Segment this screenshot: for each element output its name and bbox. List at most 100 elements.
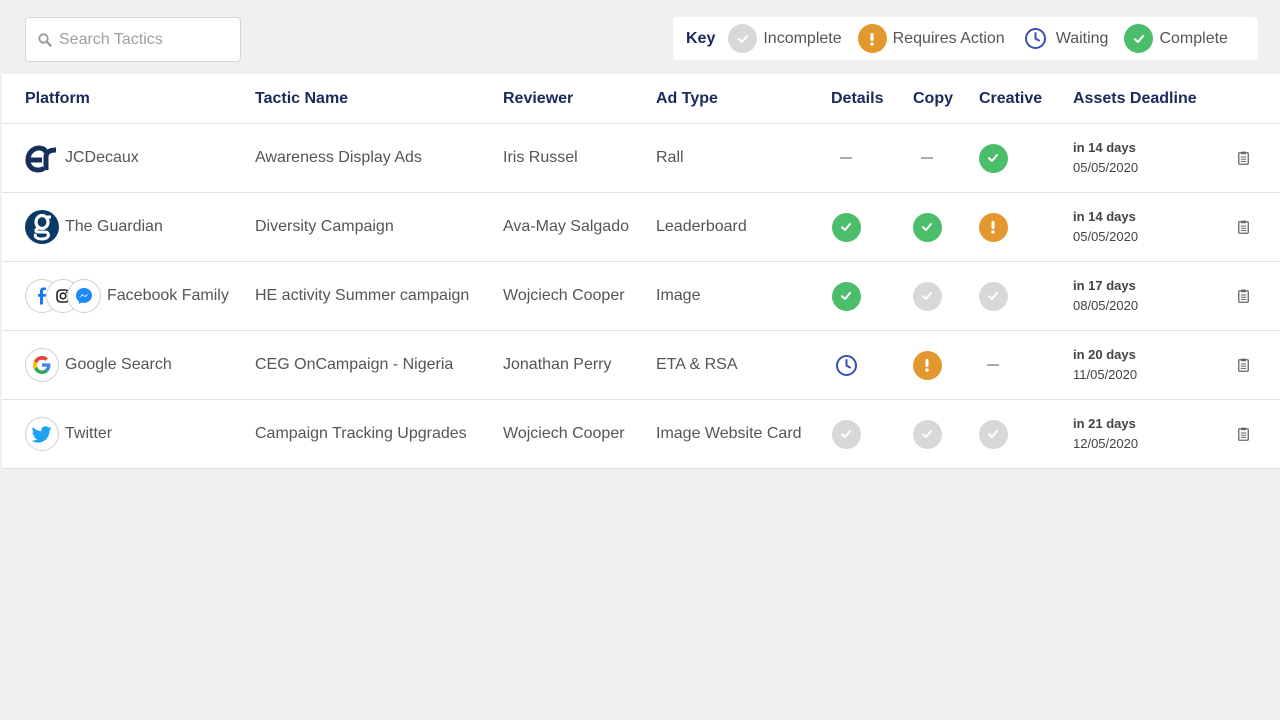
incomplete-status-icon[interactable] xyxy=(978,419,1008,449)
clipboard-icon[interactable] xyxy=(1237,289,1249,303)
deadline-relative: in 14 days xyxy=(1073,209,1136,224)
copy-status[interactable] xyxy=(912,193,942,261)
platform-cell: Twitter xyxy=(25,400,112,468)
incomplete-status-icon[interactable] xyxy=(978,281,1008,311)
copy-status[interactable] xyxy=(912,262,942,330)
clipboard-button[interactable] xyxy=(1235,400,1251,468)
complete-status-icon[interactable] xyxy=(831,281,861,311)
header-assets-deadline[interactable]: Assets Deadline xyxy=(1073,90,1197,107)
platform-cell: JCDecaux xyxy=(25,124,139,192)
table-row[interactable]: JCDecaux Awareness Display Ads Iris Russ… xyxy=(2,124,1280,193)
header-details[interactable]: Details xyxy=(831,90,884,107)
ad-type: Leaderboard xyxy=(656,218,747,235)
waiting-clock-icon xyxy=(1021,24,1050,53)
reviewer-name: Wojciech Cooper xyxy=(503,287,625,304)
copy-status[interactable] xyxy=(912,400,942,468)
ad-type: Rall xyxy=(656,149,684,166)
complete-status-icon[interactable] xyxy=(912,212,942,242)
requires-action-status-icon xyxy=(857,24,887,53)
table-row[interactable]: The Guardian Diversity Campaign Ava-May … xyxy=(2,193,1280,262)
reviewer-name: Wojciech Cooper xyxy=(503,425,625,442)
search-icon xyxy=(38,32,52,47)
table-row[interactable]: Facebook Family HE activity Summer campa… xyxy=(2,262,1280,331)
tactic-name[interactable]: Awareness Display Ads xyxy=(255,149,422,166)
details-status[interactable] xyxy=(831,262,861,330)
deadline-relative: in 17 days xyxy=(1073,278,1136,293)
details-status xyxy=(831,124,861,192)
incomplete-status-icon[interactable] xyxy=(912,281,942,311)
search-input[interactable] xyxy=(59,30,229,49)
legend-label: Complete xyxy=(1159,29,1228,47)
legend-item-complete: Complete xyxy=(1124,24,1228,53)
ad-type: Image xyxy=(656,287,701,304)
table-row[interactable]: Google Search CEG OnCampaign - Nigeria J… xyxy=(2,331,1280,400)
table-row[interactable]: Twitter Campaign Tracking Upgrades Wojci… xyxy=(2,400,1280,469)
assets-deadline: in 14 days 05/05/2020 xyxy=(1073,124,1138,192)
clipboard-icon[interactable] xyxy=(1237,358,1249,372)
clipboard-button[interactable] xyxy=(1235,262,1251,330)
clipboard-button[interactable] xyxy=(1235,331,1251,399)
reviewer-name: Ava-May Salgado xyxy=(503,218,629,235)
header-platform[interactable]: Platform xyxy=(25,90,90,107)
deadline-date: 08/05/2020 xyxy=(1073,298,1139,313)
requires-action-status-icon[interactable] xyxy=(978,212,1008,242)
details-status[interactable] xyxy=(831,331,861,399)
platform-name: The Guardian xyxy=(65,218,163,235)
platform-name: Twitter xyxy=(65,425,113,442)
assets-deadline: in 21 days 12/05/2020 xyxy=(1073,400,1138,468)
tactic-name[interactable]: CEG OnCampaign - Nigeria xyxy=(255,356,454,373)
header-tactic-name[interactable]: Tactic Name xyxy=(255,90,349,107)
creative-status xyxy=(978,331,1008,399)
legend-label: Waiting xyxy=(1055,29,1109,47)
creative-status[interactable] xyxy=(978,124,1008,192)
deadline-relative: in 14 days xyxy=(1073,140,1136,155)
clipboard-icon[interactable] xyxy=(1237,151,1249,165)
legend-label: Incomplete xyxy=(763,29,842,47)
platform-cell: Facebook Family xyxy=(25,262,229,330)
incomplete-status-icon[interactable] xyxy=(831,419,861,449)
status-legend: Key Incomplete Requires Action Waiting C… xyxy=(673,17,1258,60)
messenger-logo-icon xyxy=(67,279,101,313)
guardian-logo-icon xyxy=(25,210,59,244)
clipboard-button[interactable] xyxy=(1235,124,1251,192)
platform-name: JCDecaux xyxy=(65,149,139,166)
creative-status[interactable] xyxy=(978,193,1008,261)
complete-status-icon[interactable] xyxy=(978,143,1008,173)
tactic-name[interactable]: Campaign Tracking Upgrades xyxy=(255,425,467,442)
not-applicable-dash-icon xyxy=(840,157,852,159)
google-logo-icon xyxy=(25,348,59,382)
platform-cell: Google Search xyxy=(25,331,172,399)
search-box[interactable] xyxy=(25,17,241,62)
clipboard-icon[interactable] xyxy=(1237,427,1249,441)
details-status[interactable] xyxy=(831,193,861,261)
details-status[interactable] xyxy=(831,400,861,468)
platform-name: Facebook Family xyxy=(107,287,229,304)
clipboard-button[interactable] xyxy=(1235,193,1251,261)
tactic-name[interactable]: Diversity Campaign xyxy=(255,218,394,235)
complete-status-icon[interactable] xyxy=(831,212,861,242)
header-creative[interactable]: Creative xyxy=(979,90,1043,107)
deadline-date: 12/05/2020 xyxy=(1073,436,1139,451)
clipboard-icon[interactable] xyxy=(1237,220,1249,234)
waiting-clock-icon[interactable] xyxy=(832,351,861,380)
ad-type: Image Website Card xyxy=(656,425,802,442)
creative-status[interactable] xyxy=(978,262,1008,330)
incomplete-status-icon xyxy=(728,24,758,53)
jcdecaux-logo-icon xyxy=(25,141,59,175)
deadline-date: 05/05/2020 xyxy=(1073,229,1139,244)
creative-status[interactable] xyxy=(978,400,1008,468)
assets-deadline: in 20 days 11/05/2020 xyxy=(1073,331,1137,399)
copy-status[interactable] xyxy=(912,331,942,399)
complete-status-icon xyxy=(1124,24,1154,53)
reviewer-name: Jonathan Perry xyxy=(503,356,612,373)
ad-type: ETA & RSA xyxy=(656,356,738,373)
requires-action-status-icon[interactable] xyxy=(912,350,942,380)
header-copy[interactable]: Copy xyxy=(913,90,953,107)
legend-key-label: Key xyxy=(686,29,716,47)
incomplete-status-icon[interactable] xyxy=(912,419,942,449)
deadline-date: 11/05/2020 xyxy=(1073,367,1138,382)
tactic-name[interactable]: HE activity Summer campaign xyxy=(255,287,470,304)
header-ad-type[interactable]: Ad Type xyxy=(656,90,718,107)
deadline-relative: in 21 days xyxy=(1073,416,1136,431)
header-reviewer[interactable]: Reviewer xyxy=(503,90,574,107)
